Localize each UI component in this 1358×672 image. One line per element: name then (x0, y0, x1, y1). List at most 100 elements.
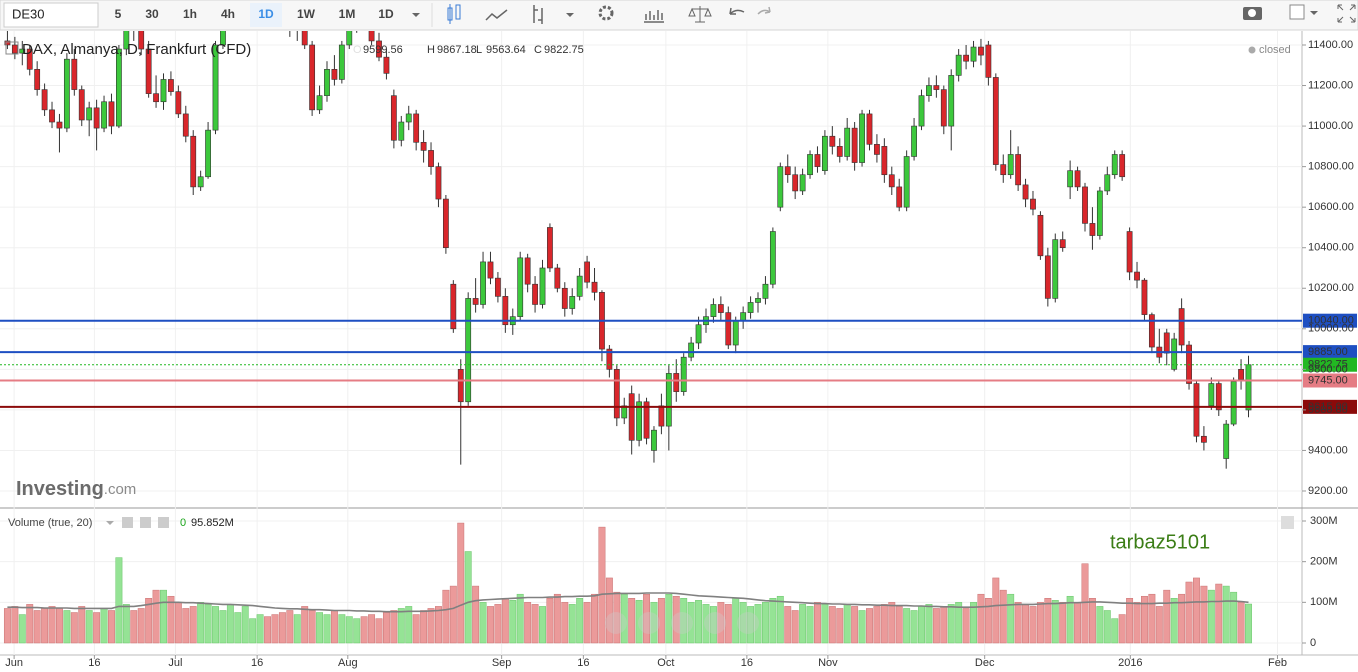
interval-button[interactable]: 1W (297, 7, 316, 21)
volume-bar (78, 606, 86, 644)
volume-bar (264, 616, 271, 644)
candle-body (547, 227, 553, 269)
settings-icon[interactable] (598, 5, 614, 21)
candle-body (338, 44, 345, 80)
volume-tick-label: 100M (1310, 596, 1338, 608)
interval-button[interactable]: 30 (145, 7, 159, 21)
candle-body (1104, 174, 1111, 192)
volume-bar (620, 593, 628, 644)
candle-body (1215, 383, 1222, 411)
candle-body (1111, 154, 1118, 176)
x-tick-label: Jul (168, 657, 182, 669)
volume-bar (360, 616, 368, 644)
volume-bar (479, 602, 487, 644)
volume-bar (18, 614, 26, 644)
market-status: closed (1259, 44, 1291, 56)
volume-bar (420, 610, 428, 644)
compare-icon[interactable] (688, 6, 712, 23)
fullscreen-icon[interactable] (1337, 4, 1356, 23)
line-icon[interactable] (485, 9, 508, 21)
reset[interactable] (671, 612, 693, 634)
color-box[interactable] (1289, 4, 1305, 20)
volume-bar (41, 608, 49, 644)
candle-body (680, 356, 687, 392)
candle-body (658, 405, 665, 427)
candle-body (495, 277, 501, 297)
indicators-icon[interactable] (644, 10, 664, 23)
candle-body (859, 113, 865, 163)
volume-bar (643, 593, 650, 644)
dropdown-arrow[interactable] (412, 13, 420, 17)
volume-bar (791, 610, 799, 644)
volume-bar (962, 608, 970, 644)
symbol[interactable]: DE30 (12, 6, 45, 21)
symbol-box[interactable] (3, 2, 99, 28)
volume-bar (338, 614, 346, 644)
volume-bar (747, 606, 755, 644)
interval-button[interactable]: 4h (221, 7, 235, 21)
interval-button[interactable]: 5 (115, 7, 122, 21)
candle-body (1059, 239, 1066, 249)
zoom-in[interactable] (704, 612, 726, 634)
candle-body (532, 283, 538, 305)
candle-body (665, 373, 672, 427)
interval-button[interactable]: 1M (339, 7, 356, 21)
x-tick-label: Feb (1268, 657, 1287, 669)
volume-bar (457, 522, 465, 644)
volume-bar (249, 618, 257, 644)
candle-body (1171, 338, 1178, 370)
candle-body (487, 261, 494, 279)
scroll-right[interactable] (737, 612, 759, 634)
volume-bar (1222, 585, 1230, 644)
candle-body (688, 342, 695, 358)
volume-bar (85, 610, 93, 644)
candle-body (197, 176, 204, 188)
scroll-controls (605, 612, 759, 634)
volume-bar (405, 606, 413, 644)
volume-bar (769, 598, 777, 644)
scroll-left[interactable] (605, 612, 627, 634)
candle-body (101, 101, 107, 129)
volume-bar (806, 606, 814, 644)
candle-body (836, 146, 843, 157)
candle-body (948, 75, 955, 127)
candle-body (457, 369, 464, 403)
candle-body (792, 174, 799, 192)
candle-icon[interactable] (447, 4, 461, 24)
indicator-button[interactable] (158, 517, 169, 528)
volume-bar (353, 618, 361, 644)
dropdown-arrow[interactable] (1310, 11, 1318, 15)
candle-body (926, 85, 932, 96)
collapse-icon[interactable] (5, 41, 19, 55)
dropdown-arrow[interactable] (566, 13, 574, 17)
redo-icon[interactable] (757, 6, 771, 15)
volume-bar (368, 614, 376, 644)
indicator-button[interactable] (140, 517, 151, 528)
ohlc-letter: L (476, 44, 482, 56)
candle-body (1074, 170, 1081, 188)
candle-body (442, 198, 449, 249)
panel-button[interactable] (1281, 516, 1294, 529)
zoom-out[interactable] (638, 612, 660, 634)
volume-bar (947, 604, 955, 644)
range-button[interactable]: 1D (378, 7, 394, 21)
undo-icon[interactable] (729, 7, 745, 15)
interval-button[interactable]: 1D (258, 7, 274, 21)
indicator-button[interactable] (122, 517, 133, 528)
candle-body (49, 109, 55, 123)
level-tag (1303, 357, 1357, 372)
interval-button[interactable]: 1h (183, 7, 197, 21)
bars-icon[interactable] (533, 5, 543, 24)
candle-body (63, 58, 70, 129)
volume-bar (3, 608, 11, 644)
candle-body (428, 150, 434, 167)
dropdown-arrow[interactable] (106, 521, 114, 525)
volume-bar (1215, 583, 1223, 644)
volume-bar (1237, 602, 1245, 644)
volume-bar (160, 589, 167, 644)
candle-body (1067, 170, 1074, 188)
candle-body (78, 89, 85, 121)
volume-bar (984, 598, 992, 644)
candle-body (628, 393, 635, 441)
